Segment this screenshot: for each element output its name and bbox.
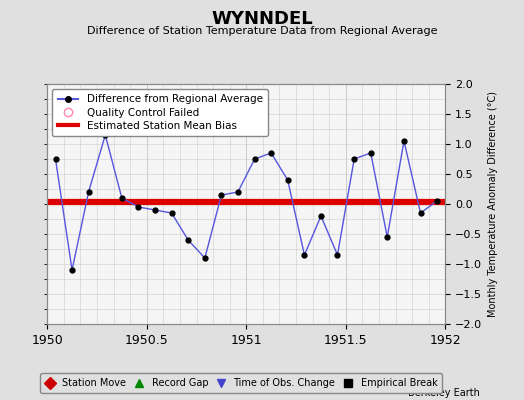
Text: Berkeley Earth: Berkeley Earth [408,388,479,398]
Legend: Difference from Regional Average, Quality Control Failed, Estimated Station Mean: Difference from Regional Average, Qualit… [52,89,268,136]
Text: WYNNDEL: WYNNDEL [211,10,313,28]
Text: Difference of Station Temperature Data from Regional Average: Difference of Station Temperature Data f… [87,26,437,36]
Legend: Station Move, Record Gap, Time of Obs. Change, Empirical Break: Station Move, Record Gap, Time of Obs. C… [40,374,442,393]
Y-axis label: Monthly Temperature Anomaly Difference (°C): Monthly Temperature Anomaly Difference (… [488,91,498,317]
